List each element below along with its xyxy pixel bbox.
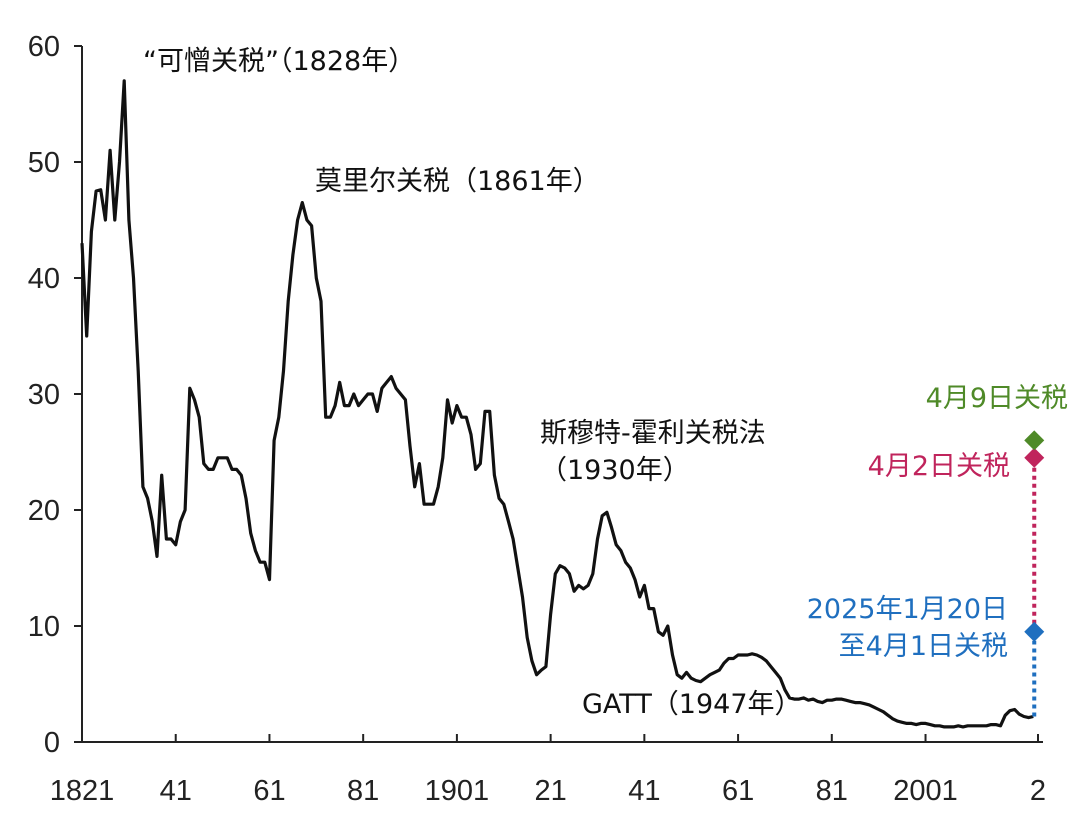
- y-tick-label: 40: [28, 263, 60, 295]
- series-layer: [80, 79, 1034, 729]
- x-tick-label: 61: [253, 775, 285, 807]
- x-tick-label: 1821: [50, 775, 115, 807]
- x-tick-label: 41: [628, 775, 660, 807]
- y-tick-label: 30: [28, 379, 60, 411]
- x-tick-label: 61: [722, 775, 754, 807]
- annotation-smoot-hawley-year: （1930年）: [540, 455, 690, 486]
- x-tick-label: 1901: [425, 775, 490, 807]
- y-tick-label: 20: [28, 495, 60, 527]
- x-tick-label: 2: [1030, 775, 1046, 807]
- tariff-marker-diamond: [1024, 430, 1045, 451]
- tariff-marker-diamond: [1024, 447, 1045, 468]
- annotation-morrill-tariff: 莫里尔关税（1861年）: [315, 166, 600, 197]
- y-tick-label: 10: [28, 611, 60, 643]
- x-tick-label: 21: [534, 775, 566, 807]
- annotation-gatt: GATT（1947年）: [582, 689, 802, 720]
- x-tick-label: 2001: [893, 775, 958, 807]
- y-tick-label: 0: [44, 727, 60, 759]
- x-tick-label: 81: [347, 775, 379, 807]
- annotation-abominable-tariff: “可憎关税”（1828年）: [143, 46, 415, 77]
- y-tick-label: 60: [28, 31, 60, 63]
- x-tick-label: 41: [160, 775, 192, 807]
- tariff-rate-line: [80, 79, 1034, 729]
- label-jan20-apr1-tariff: 2025年1月20日至4月1日关税: [807, 594, 1008, 662]
- y-ticks: 0 10 20 30 40 50 60: [28, 31, 82, 759]
- x-tick-label: 81: [816, 775, 848, 807]
- label-april9-tariff: 4月9日关税: [926, 383, 1068, 414]
- label-april2-tariff: 4月2日关税: [868, 451, 1010, 482]
- markers-layer: [1024, 430, 1045, 717]
- tariff-marker-diamond: [1024, 621, 1045, 642]
- annotation-smoot-hawley: 斯穆特-霍利关税法: [540, 418, 766, 449]
- y-tick-label: 50: [28, 147, 60, 179]
- x-ticks: 1821 41 61 81 1901 21 41 61 81 2001 2: [50, 734, 1046, 807]
